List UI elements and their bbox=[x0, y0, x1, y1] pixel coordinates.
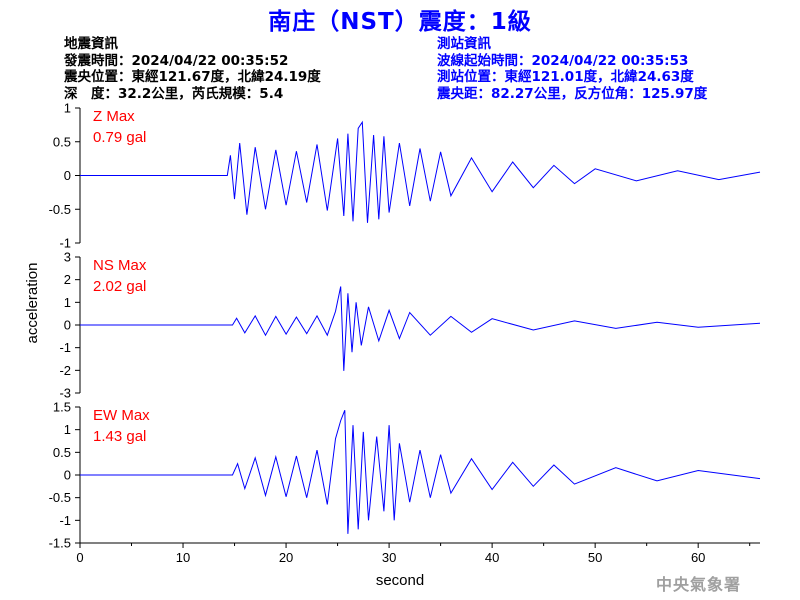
ew-y-tick-label: 1 bbox=[64, 422, 71, 437]
ew-y-tick-label: 0.5 bbox=[53, 445, 71, 460]
ns-max-value: 2.02 gal bbox=[93, 278, 146, 295]
ns-y-tick-label: -3 bbox=[59, 386, 71, 401]
z-y-tick-label: 1 bbox=[64, 101, 71, 116]
ns-y-tick-label: 0 bbox=[64, 318, 71, 333]
x-tick-label: 40 bbox=[485, 550, 499, 565]
ns-y-tick-label: 3 bbox=[64, 250, 71, 265]
ew-max-label: EW Max bbox=[93, 407, 150, 424]
ns-trace bbox=[80, 286, 761, 371]
ns-max-label: NS Max bbox=[93, 257, 147, 274]
station-info-heading: 測站資訊 bbox=[437, 36, 491, 52]
station-distance-azimuth: 震央距：82.27公里，反方位角：125.97度 bbox=[437, 85, 708, 102]
x-tick-label: 30 bbox=[382, 550, 396, 565]
quake-origin-time: 發震時間：2024/04/22 00:35:52 bbox=[64, 52, 289, 69]
ew-y-tick-label: -1.5 bbox=[49, 536, 71, 551]
ew-y-tick-label: 0 bbox=[64, 468, 71, 483]
z-max-label: Z Max bbox=[93, 108, 135, 125]
x-tick-label: 10 bbox=[176, 550, 190, 565]
ns-y-tick-label: -2 bbox=[59, 363, 71, 378]
x-tick-label: 50 bbox=[588, 550, 602, 565]
quake-epicenter: 震央位置：東經121.67度，北緯24.19度 bbox=[64, 69, 321, 85]
y-axis-label: acceleration bbox=[24, 263, 41, 344]
z-y-tick-label: 0 bbox=[64, 168, 71, 183]
ns-y-tick-label: 2 bbox=[64, 272, 71, 287]
z-max-value: 0.79 gal bbox=[93, 129, 146, 146]
x-tick-label: 0 bbox=[76, 550, 83, 565]
ew-y-tick-label: -0.5 bbox=[49, 490, 71, 505]
ns-y-tick-label: -1 bbox=[59, 340, 71, 355]
ew-max-value: 1.43 gal bbox=[93, 428, 146, 445]
station-location: 測站位置：東經121.01度，北緯24.63度 bbox=[437, 69, 694, 85]
quake-info: 地震資訊 發震時間：2024/04/22 00:35:52 震央位置：東經121… bbox=[64, 36, 321, 102]
x-axis-label: second bbox=[376, 572, 424, 589]
ew-trace bbox=[80, 410, 761, 534]
x-tick-label: 20 bbox=[279, 550, 293, 565]
x-tick-label: 60 bbox=[691, 550, 705, 565]
z-y-tick-label: 0.5 bbox=[53, 134, 71, 149]
ew-y-tick-label: -1 bbox=[59, 513, 71, 528]
station-wave-start-time: 波線起始時間：2024/04/22 00:35:53 bbox=[437, 52, 689, 69]
z-y-tick-label: -1 bbox=[59, 236, 71, 251]
agency-footer: 中央氣象署 bbox=[656, 575, 742, 594]
chart-title: 南庄（NST）震度：1級 bbox=[268, 9, 532, 35]
z-y-tick-label: -0.5 bbox=[49, 202, 71, 217]
ew-y-tick-label: 1.5 bbox=[53, 400, 71, 415]
quake-depth-magnitude: 深 度：32.2公里，芮氏規模：5.4 bbox=[64, 85, 284, 102]
ns-y-tick-label: 1 bbox=[64, 295, 71, 310]
z-trace bbox=[80, 120, 761, 223]
station-info: 測站資訊 波線起始時間：2024/04/22 00:35:53 測站位置：東經1… bbox=[437, 36, 707, 102]
quake-info-heading: 地震資訊 bbox=[64, 36, 118, 52]
